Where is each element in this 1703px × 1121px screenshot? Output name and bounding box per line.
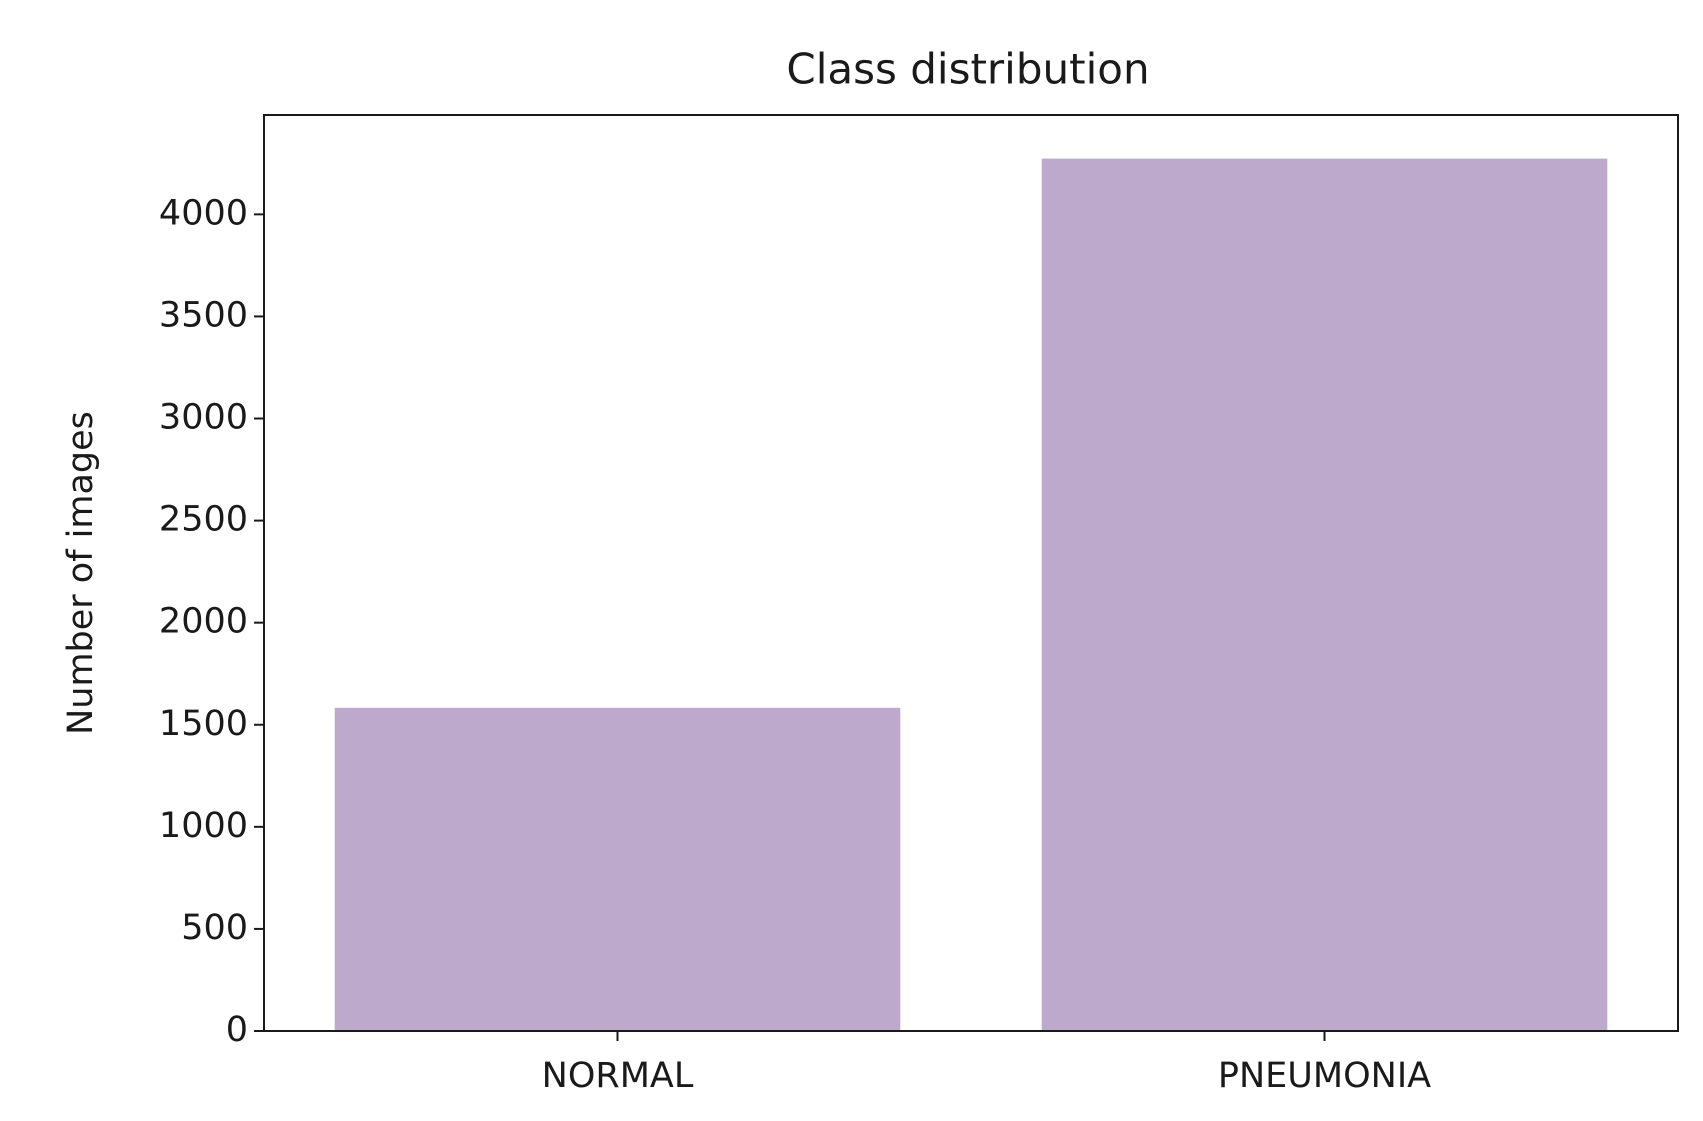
y-tick-label: 0 bbox=[226, 1010, 248, 1050]
y-axis-label: Number of images bbox=[61, 411, 101, 735]
bar bbox=[334, 707, 901, 1031]
y-tick-label: 3500 bbox=[159, 295, 248, 335]
y-tick-label: 1000 bbox=[159, 806, 248, 846]
bar bbox=[1041, 158, 1608, 1032]
y-tick-label: 2000 bbox=[159, 602, 248, 642]
y-tick-label: 500 bbox=[181, 908, 248, 948]
y-tick-label: 1500 bbox=[159, 704, 248, 744]
x-tick-label: NORMAL bbox=[542, 1056, 694, 1096]
y-tick-label: 3000 bbox=[159, 398, 248, 438]
chart-title: Class distribution bbox=[786, 45, 1149, 94]
x-tick-label: PNEUMONIA bbox=[1218, 1056, 1431, 1096]
y-tick-label: 4000 bbox=[159, 193, 248, 233]
y-tick-label: 2500 bbox=[159, 500, 248, 540]
plot-frame bbox=[263, 114, 1679, 1032]
